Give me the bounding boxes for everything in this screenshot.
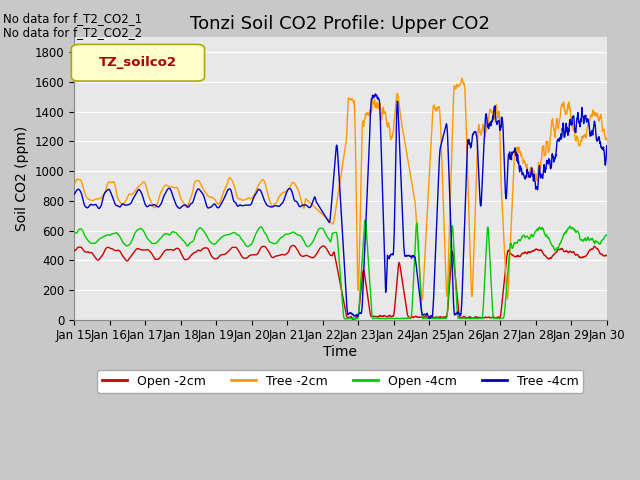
Text: No data for f_T2_CO2_2: No data for f_T2_CO2_2 <box>3 26 142 39</box>
FancyBboxPatch shape <box>72 44 205 81</box>
Text: TZ_soilco2: TZ_soilco2 <box>99 56 177 69</box>
Legend: Open -2cm, Tree -2cm, Open -4cm, Tree -4cm: Open -2cm, Tree -2cm, Open -4cm, Tree -4… <box>97 370 584 393</box>
Y-axis label: Soil CO2 (ppm): Soil CO2 (ppm) <box>15 126 29 231</box>
Title: Tonzi Soil CO2 Profile: Upper CO2: Tonzi Soil CO2 Profile: Upper CO2 <box>191 15 490 33</box>
Text: No data for f_T2_CO2_1: No data for f_T2_CO2_1 <box>3 12 142 25</box>
X-axis label: Time: Time <box>323 345 357 359</box>
